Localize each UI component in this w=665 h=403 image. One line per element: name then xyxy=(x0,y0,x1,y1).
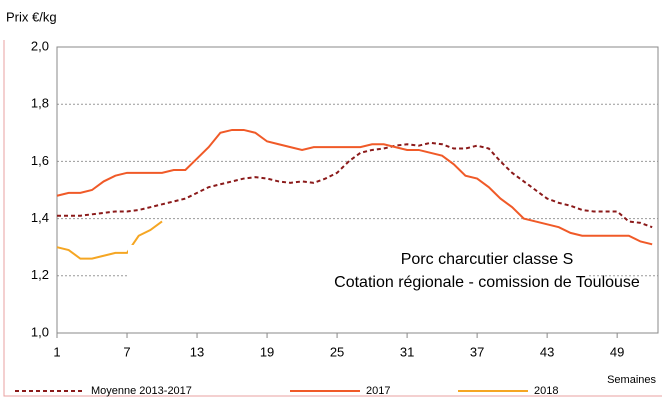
y-tick-label: 1,0 xyxy=(31,324,49,339)
x-tick-label: 43 xyxy=(540,344,554,359)
x-tick-label: 25 xyxy=(330,344,344,359)
plot-area xyxy=(56,46,659,334)
line xyxy=(57,141,653,229)
line xyxy=(56,128,653,246)
legend-label: 2018 xyxy=(534,385,558,397)
y-tick-label: 1,8 xyxy=(31,96,49,111)
annotation: Porc charcutier classe S xyxy=(401,251,574,268)
y-axis-label: Prix €/kg xyxy=(6,9,57,24)
legend-label: 2017 xyxy=(366,385,390,397)
x-tick-label: 13 xyxy=(190,344,204,359)
y-tick-label: 2,0 xyxy=(31,38,49,53)
x-tick-label: 49 xyxy=(610,344,624,359)
y-tick-label: 1,6 xyxy=(31,153,49,168)
legend-label: Moyenne 2013-2017 xyxy=(91,385,192,397)
y-tick-label: 1,2 xyxy=(31,267,49,282)
x-tick-label: 19 xyxy=(260,344,274,359)
x-tick-label: 7 xyxy=(123,344,130,359)
line xyxy=(56,220,163,260)
y-tick-label: 1,4 xyxy=(31,210,49,225)
frame xyxy=(3,40,662,397)
x-tick-label: 31 xyxy=(400,344,414,359)
x-tick-label: 1 xyxy=(53,344,60,359)
x-axis-label: Semaines xyxy=(607,374,656,386)
x-tick-label: 37 xyxy=(470,344,484,359)
annotation: Cotation régionale - comission de Toulou… xyxy=(334,274,640,291)
annotation-box xyxy=(128,245,588,295)
